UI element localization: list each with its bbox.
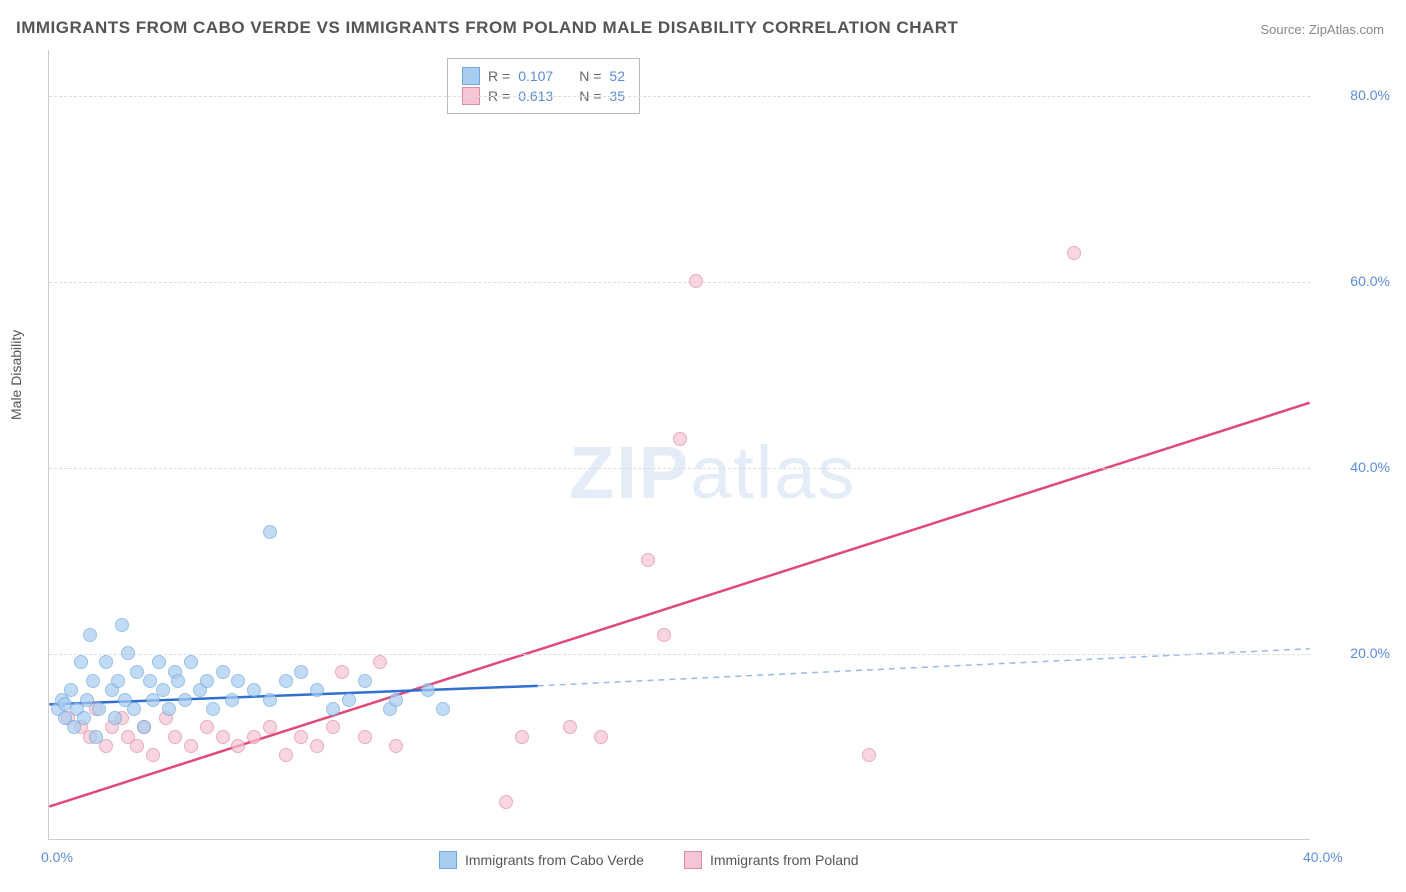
- data-point-poland: [389, 739, 403, 753]
- data-point-cabo: [310, 683, 324, 697]
- watermark: ZIPatlas: [569, 430, 856, 515]
- data-point-cabo: [294, 665, 308, 679]
- data-point-cabo: [127, 702, 141, 716]
- x-tick-label: 40.0%: [1303, 849, 1343, 865]
- data-point-cabo: [184, 655, 198, 669]
- y-tick-label: 80.0%: [1320, 87, 1390, 103]
- y-axis-label: Male Disability: [8, 330, 24, 420]
- data-point-poland: [657, 628, 671, 642]
- swatch-cabo: [462, 67, 480, 85]
- data-point-poland: [335, 665, 349, 679]
- N-value-cabo: 52: [609, 68, 625, 84]
- legend-label-poland: Immigrants from Poland: [710, 852, 859, 868]
- data-point-poland: [294, 730, 308, 744]
- data-point-cabo: [92, 702, 106, 716]
- data-point-poland: [594, 730, 608, 744]
- gridline: [49, 654, 1310, 655]
- y-tick-label: 40.0%: [1320, 459, 1390, 475]
- data-point-poland: [184, 739, 198, 753]
- data-point-cabo: [389, 693, 403, 707]
- data-point-poland: [200, 720, 214, 734]
- data-point-cabo: [263, 693, 277, 707]
- R-value-cabo: 0.107: [518, 68, 553, 84]
- legend-label-cabo: Immigrants from Cabo Verde: [465, 852, 644, 868]
- correlation-stats-box: R = 0.107 N = 52 R = 0.613 N = 35: [447, 58, 640, 114]
- data-point-cabo: [89, 730, 103, 744]
- gridline: [49, 282, 1310, 283]
- data-point-poland: [247, 730, 261, 744]
- data-point-poland: [689, 274, 703, 288]
- data-point-poland: [499, 795, 513, 809]
- swatch-cabo: [439, 851, 457, 869]
- data-point-poland: [563, 720, 577, 734]
- y-tick-label: 60.0%: [1320, 273, 1390, 289]
- data-point-poland: [168, 730, 182, 744]
- stats-row-cabo: R = 0.107 N = 52: [462, 67, 625, 85]
- data-point-poland: [279, 748, 293, 762]
- R-label: R =: [488, 68, 510, 84]
- data-point-cabo: [326, 702, 340, 716]
- data-point-cabo: [99, 655, 113, 669]
- data-point-cabo: [111, 674, 125, 688]
- data-point-cabo: [80, 693, 94, 707]
- data-point-poland: [641, 553, 655, 567]
- data-point-cabo: [74, 655, 88, 669]
- data-point-cabo: [171, 674, 185, 688]
- data-point-cabo: [64, 683, 78, 697]
- swatch-poland: [684, 851, 702, 869]
- data-point-poland: [263, 720, 277, 734]
- legend: Immigrants from Cabo Verde Immigrants fr…: [439, 851, 859, 869]
- N-label: N =: [579, 68, 601, 84]
- data-point-poland: [216, 730, 230, 744]
- data-point-poland: [673, 432, 687, 446]
- legend-item-cabo: Immigrants from Cabo Verde: [439, 851, 644, 869]
- data-point-poland: [862, 748, 876, 762]
- data-point-poland: [231, 739, 245, 753]
- data-point-cabo: [83, 628, 97, 642]
- data-point-cabo: [86, 674, 100, 688]
- data-point-cabo: [247, 683, 261, 697]
- data-point-cabo: [279, 674, 293, 688]
- data-point-poland: [358, 730, 372, 744]
- data-point-cabo: [263, 525, 277, 539]
- data-point-cabo: [231, 674, 245, 688]
- data-point-poland: [130, 739, 144, 753]
- data-point-cabo: [358, 674, 372, 688]
- data-point-cabo: [200, 674, 214, 688]
- y-tick-label: 20.0%: [1320, 645, 1390, 661]
- data-point-cabo: [216, 665, 230, 679]
- data-point-cabo: [108, 711, 122, 725]
- data-point-poland: [373, 655, 387, 669]
- data-point-cabo: [206, 702, 220, 716]
- data-point-poland: [1067, 246, 1081, 260]
- data-point-cabo: [178, 693, 192, 707]
- legend-item-poland: Immigrants from Poland: [684, 851, 859, 869]
- data-point-cabo: [156, 683, 170, 697]
- data-point-cabo: [421, 683, 435, 697]
- data-point-cabo: [152, 655, 166, 669]
- data-point-cabo: [436, 702, 450, 716]
- data-point-poland: [310, 739, 324, 753]
- data-point-cabo: [77, 711, 91, 725]
- data-point-cabo: [342, 693, 356, 707]
- data-point-cabo: [137, 720, 151, 734]
- source-attribution: Source: ZipAtlas.com: [1260, 22, 1384, 37]
- data-point-cabo: [130, 665, 144, 679]
- data-point-cabo: [143, 674, 157, 688]
- data-point-poland: [515, 730, 529, 744]
- data-point-poland: [146, 748, 160, 762]
- data-point-poland: [326, 720, 340, 734]
- data-point-cabo: [225, 693, 239, 707]
- scatter-plot: ZIPatlas R = 0.107 N = 52 R = 0.613 N = …: [48, 50, 1310, 840]
- x-tick-label: 0.0%: [41, 849, 73, 865]
- data-point-cabo: [115, 618, 129, 632]
- gridline: [49, 468, 1310, 469]
- gridline: [49, 96, 1310, 97]
- chart-title: IMMIGRANTS FROM CABO VERDE VS IMMIGRANTS…: [16, 18, 958, 38]
- data-point-cabo: [121, 646, 135, 660]
- data-point-cabo: [162, 702, 176, 716]
